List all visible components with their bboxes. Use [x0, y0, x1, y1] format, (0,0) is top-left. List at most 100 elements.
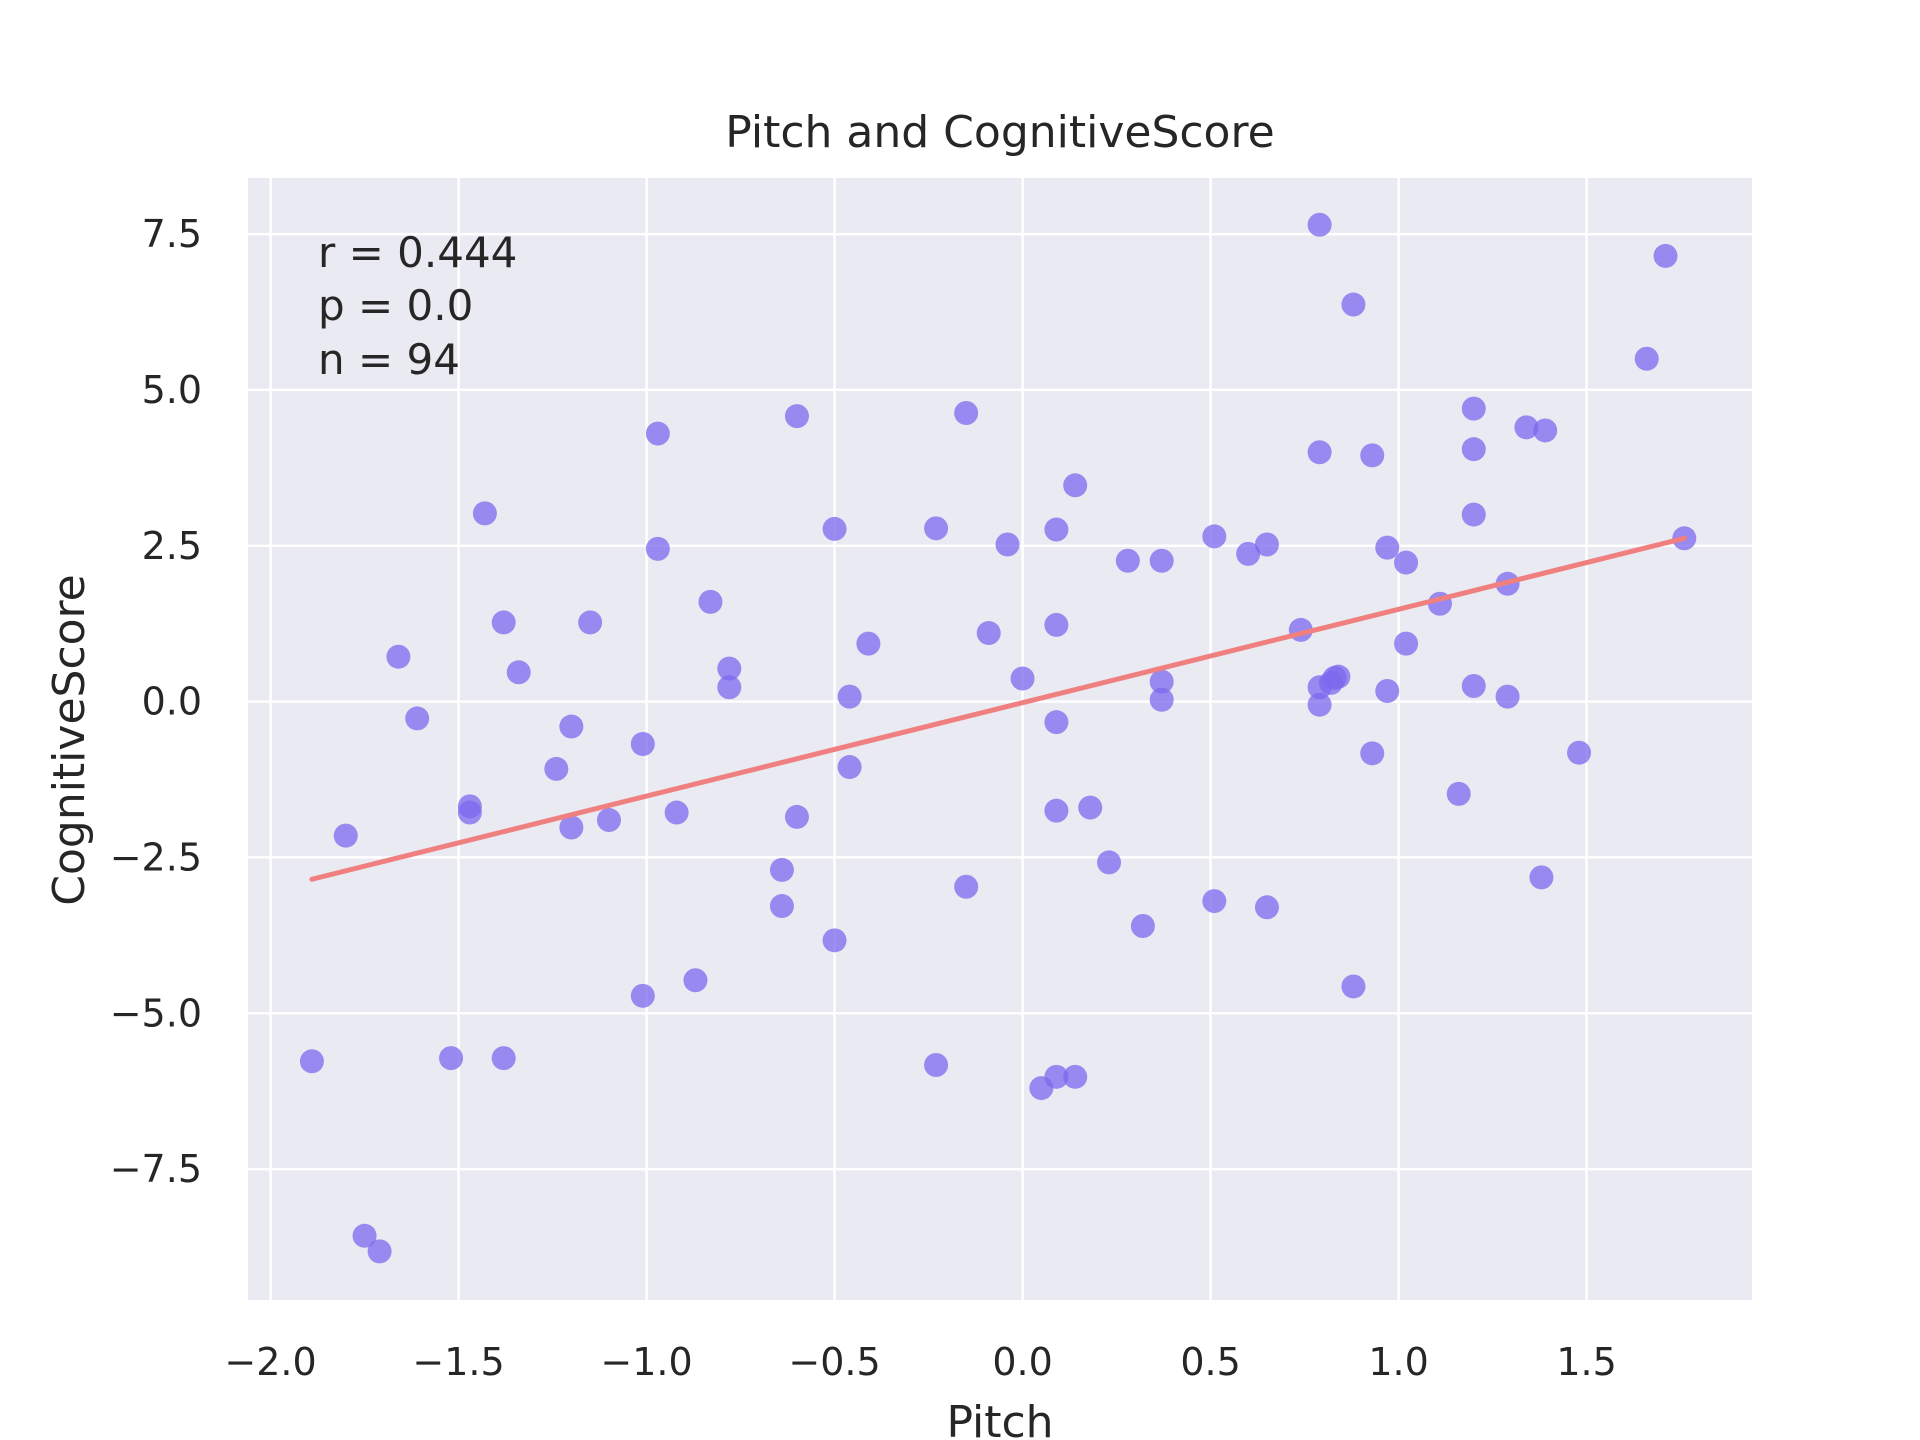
x-tick-label: 0.0	[992, 1340, 1052, 1384]
data-point	[1514, 415, 1539, 440]
data-point	[1044, 710, 1069, 735]
data-point	[1394, 631, 1419, 656]
x-tick-label: −1.5	[412, 1340, 504, 1384]
x-tick-label: 1.0	[1368, 1340, 1428, 1384]
data-point	[1307, 675, 1332, 700]
regression-line	[309, 535, 1687, 882]
data-point	[367, 1239, 392, 1264]
data-point	[1307, 212, 1332, 237]
data-point	[1375, 535, 1400, 560]
stat-r: r = 0.444	[318, 228, 517, 277]
data-point	[1461, 396, 1486, 421]
data-point	[352, 1223, 377, 1248]
data-point	[995, 532, 1020, 557]
data-point	[924, 1053, 949, 1078]
data-point	[1461, 674, 1486, 699]
data-point	[405, 706, 430, 731]
data-point	[1307, 440, 1332, 465]
data-point	[1254, 532, 1279, 557]
data-point	[822, 516, 847, 541]
data-point	[299, 1049, 324, 1074]
data-point	[769, 894, 794, 919]
data-point	[1130, 914, 1155, 938]
data-point	[976, 621, 1001, 646]
x-tick-label: 0.5	[1180, 1340, 1240, 1384]
data-point	[1495, 684, 1520, 709]
data-point	[924, 516, 949, 541]
data-point	[1307, 692, 1332, 717]
data-point	[1044, 517, 1069, 542]
x-axis-label: Pitch	[946, 1397, 1053, 1440]
y-tick-label: 2.5	[142, 524, 202, 568]
data-point	[1394, 550, 1419, 575]
data-point	[630, 731, 655, 756]
data-point	[837, 684, 862, 709]
data-point	[1202, 524, 1227, 549]
data-point	[1044, 798, 1069, 823]
data-point	[1653, 243, 1678, 268]
data-point	[578, 610, 603, 635]
data-points	[299, 212, 1697, 1264]
data-point	[1149, 687, 1174, 712]
x-tick-label: 1.5	[1556, 1340, 1616, 1384]
data-point	[645, 421, 670, 446]
data-point	[1078, 795, 1103, 820]
stat-n: n = 94	[318, 335, 460, 384]
data-point	[1461, 437, 1486, 462]
y-axis-label: CognitiveScore	[44, 574, 95, 906]
data-point	[1097, 850, 1122, 875]
data-point	[1063, 473, 1088, 498]
data-point	[1236, 541, 1261, 566]
x-tick-labels: −2.0 −1.5 −1.0 −0.5 0.0 0.5 1.0 1.5	[224, 1340, 1616, 1384]
y-tick-label: −2.5	[110, 835, 202, 879]
chart-title: Pitch and CognitiveScore	[725, 107, 1274, 158]
data-point	[472, 501, 497, 526]
data-point	[1341, 292, 1366, 317]
data-point	[645, 536, 670, 561]
data-point	[1044, 612, 1069, 637]
data-point	[1149, 548, 1174, 573]
stat-p: p = 0.0	[318, 281, 473, 330]
data-point	[491, 1046, 516, 1071]
data-point	[544, 756, 569, 781]
data-point	[1533, 418, 1558, 443]
data-point	[856, 631, 881, 656]
data-point	[596, 808, 621, 833]
data-point	[1446, 781, 1471, 806]
y-tick-label: 5.0	[142, 368, 202, 412]
data-point	[784, 404, 809, 429]
data-point	[1567, 740, 1592, 765]
y-tick-label: 0.0	[142, 680, 202, 724]
data-point	[1341, 974, 1366, 999]
y-tick-label: 7.5	[142, 212, 202, 256]
data-point	[386, 644, 411, 669]
data-point	[1360, 443, 1385, 468]
x-tick-label: −1.0	[600, 1340, 692, 1384]
data-point	[822, 928, 847, 953]
data-point	[1461, 502, 1486, 527]
x-tick-label: −2.0	[224, 1340, 316, 1384]
data-point	[1634, 346, 1659, 371]
data-point	[784, 804, 809, 829]
data-point	[1010, 666, 1035, 691]
data-point	[1375, 679, 1400, 704]
data-point	[1254, 895, 1279, 920]
data-point	[1529, 865, 1554, 890]
x-tick-label: −0.5	[788, 1340, 880, 1384]
data-point	[1360, 741, 1385, 766]
data-point	[457, 800, 482, 825]
data-point	[664, 800, 689, 825]
data-point	[1115, 548, 1140, 573]
data-point	[630, 983, 655, 1008]
data-point	[1202, 889, 1227, 914]
data-point	[333, 823, 358, 848]
data-point	[1149, 669, 1174, 694]
data-point	[506, 660, 531, 685]
data-point	[717, 656, 742, 681]
y-tick-label: −7.5	[110, 1147, 202, 1191]
data-point	[559, 714, 584, 739]
data-point	[1029, 1076, 1054, 1101]
y-tick-labels: −7.5 −5.0 −2.5 0.0 2.5 5.0 7.5	[110, 212, 202, 1191]
data-point	[559, 815, 584, 840]
